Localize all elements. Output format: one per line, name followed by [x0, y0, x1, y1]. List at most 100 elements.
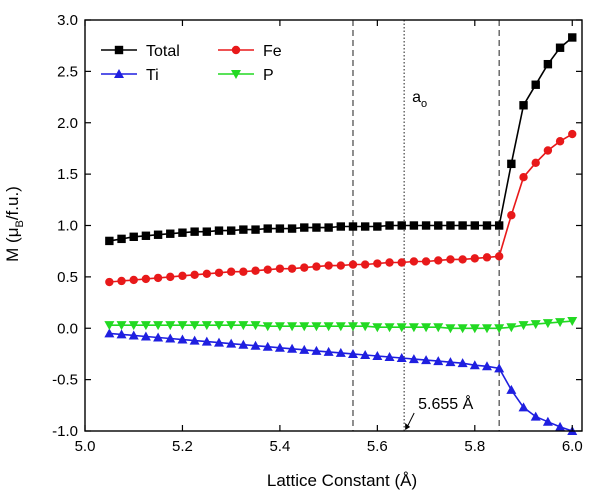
data-point-total: [421, 221, 431, 230]
data-point-ti: [481, 361, 492, 371]
data-point-ti: [469, 360, 480, 370]
data-point-total: [190, 227, 199, 236]
data-point-ti: [262, 341, 273, 351]
data-point-p: [213, 321, 224, 331]
data-point-total: [117, 234, 126, 244]
lattice-a0-label: ao: [412, 89, 427, 110]
x-tick-label: 6.0: [562, 438, 583, 455]
series-total: [105, 33, 577, 246]
data-point-total: [312, 223, 321, 232]
data-point-fe: [568, 129, 577, 139]
data-point-ti: [421, 355, 432, 365]
data-point-total: [336, 222, 346, 231]
data-point-fe: [555, 137, 565, 146]
data-point-total: [300, 223, 309, 232]
data-point-p: [128, 321, 139, 331]
data-point-p: [433, 323, 444, 333]
legend-marker-fe: [231, 45, 241, 55]
data-point-total: [409, 221, 419, 230]
legend-label-total: Total: [146, 43, 180, 60]
data-point-fe: [263, 265, 272, 274]
data-point-total: [470, 221, 480, 230]
data-point-ti: [116, 329, 127, 339]
data-point-fe: [470, 254, 480, 263]
y-axis-label: M (μB/f.u.): [3, 186, 26, 262]
data-point-fe: [166, 272, 175, 282]
data-point-fe: [360, 260, 370, 269]
y-tick-label: 0.0: [57, 320, 78, 337]
data-point-total: [226, 226, 236, 235]
data-point-total: [397, 221, 406, 230]
data-point-fe: [312, 262, 321, 271]
data-point-total: [263, 224, 272, 233]
data-point-fe: [494, 252, 504, 261]
x-tick-label: 5.6: [367, 438, 388, 455]
data-point-fe: [446, 255, 455, 264]
data-point-ti: [360, 349, 371, 359]
data-point-fe: [324, 261, 333, 270]
annotation-arrowhead: [405, 423, 411, 430]
data-point-total: [568, 33, 577, 42]
y-tick-label: -1.0: [52, 423, 78, 440]
data-point-fe: [153, 273, 163, 283]
data-point-total: [458, 221, 467, 230]
data-point-ti: [335, 347, 346, 357]
data-point-ti: [408, 354, 419, 364]
data-point-ti: [518, 402, 529, 412]
data-point-fe: [117, 276, 126, 286]
y-axis-label-tail: /f.u.): [3, 186, 22, 220]
data-point-total: [251, 225, 260, 234]
data-point-p: [408, 323, 419, 333]
data-point-fe: [434, 256, 443, 265]
data-point-p: [421, 323, 432, 333]
data-point-p: [335, 322, 346, 332]
data-point-p: [530, 320, 541, 330]
data-point-p: [189, 321, 200, 331]
x-tick-label: 5.0: [75, 438, 96, 455]
data-point-p: [360, 322, 371, 332]
data-point-ti: [128, 330, 139, 340]
data-point-total: [153, 230, 163, 239]
data-point-ti: [542, 416, 553, 426]
x-axis-ticks: 5.0 5.2 5.4 5.6 5.8 6.0: [75, 20, 583, 455]
data-point-fe: [251, 266, 260, 275]
data-point-ti: [530, 411, 541, 421]
data-point-total: [385, 221, 394, 230]
data-point-p: [250, 321, 261, 331]
data-point-fe: [507, 211, 516, 220]
data-point-ti: [384, 352, 395, 362]
data-point-ti: [165, 333, 176, 343]
data-point-total: [446, 221, 455, 230]
data-point-ti: [372, 350, 383, 360]
data-point-fe: [239, 267, 248, 276]
series-layer: [104, 33, 578, 435]
data-point-p: [116, 321, 127, 331]
data-point-fe: [421, 257, 431, 266]
y-tick-label: 0.5: [57, 269, 78, 286]
data-point-total: [166, 229, 175, 238]
series-fe: [105, 129, 577, 287]
data-point-total: [141, 231, 151, 240]
x-tick-label: 5.8: [464, 438, 485, 455]
data-point-ti: [347, 348, 358, 358]
data-point-fe: [409, 257, 419, 266]
data-point-fe: [129, 275, 138, 285]
data-point-total: [239, 225, 248, 234]
data-point-fe: [141, 274, 151, 284]
data-point-fe: [336, 261, 346, 270]
data-point-ti: [250, 340, 261, 350]
data-point-p: [481, 324, 492, 334]
data-point-fe: [482, 253, 492, 262]
data-point-total: [555, 43, 565, 52]
data-point-total: [494, 221, 504, 230]
data-point-p: [323, 322, 334, 332]
data-point-total: [373, 222, 382, 231]
data-point-total: [129, 232, 138, 242]
data-point-fe: [397, 258, 406, 267]
data-point-ti: [226, 338, 237, 348]
data-point-p: [384, 323, 395, 333]
data-point-ti: [140, 331, 151, 341]
data-point-ti: [238, 339, 249, 349]
legend-label-ti: Ti: [146, 67, 159, 84]
data-point-ti: [323, 346, 334, 356]
